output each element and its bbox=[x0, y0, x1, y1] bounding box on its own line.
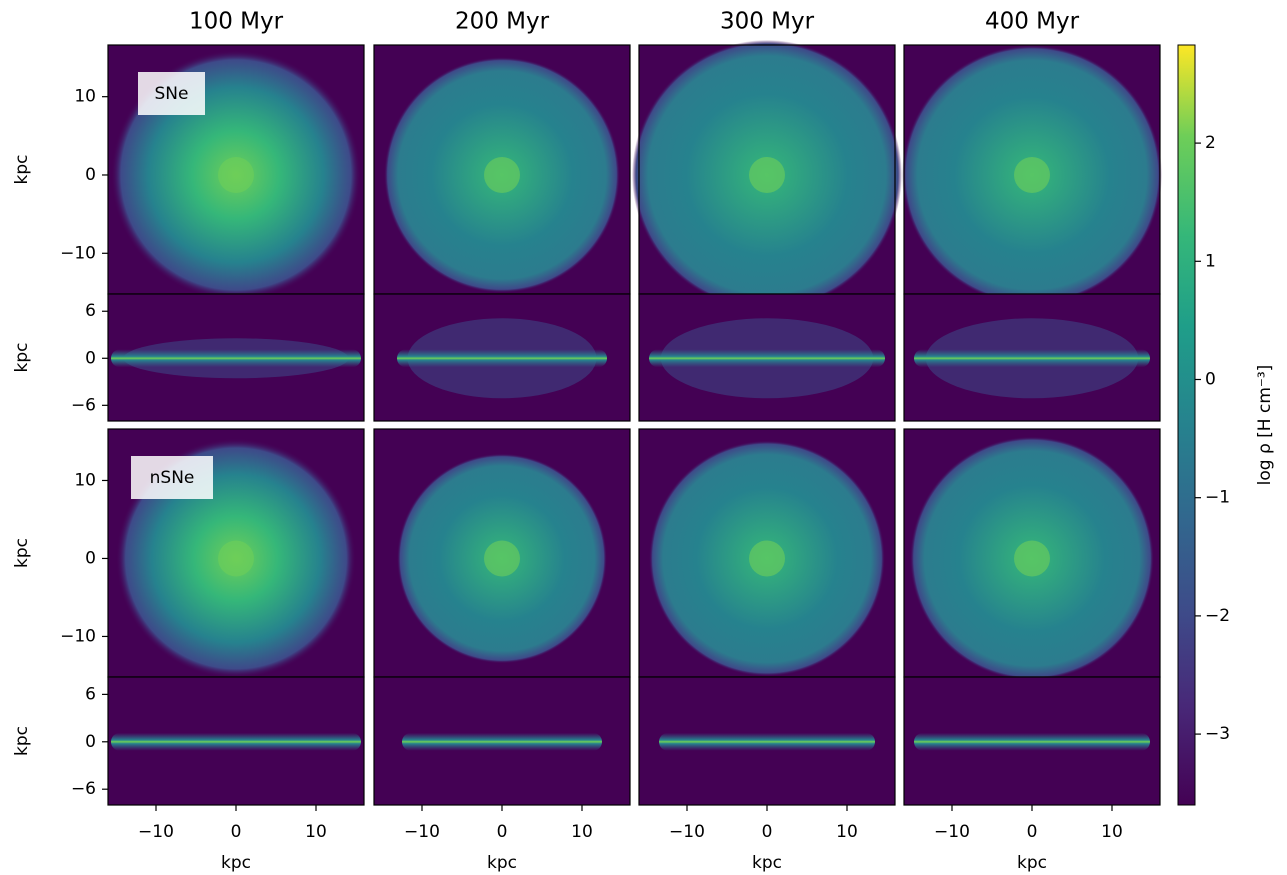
gas-layer bbox=[402, 733, 602, 751]
colorbar-tick-label: −3 bbox=[1205, 724, 1230, 744]
y-tick-label: 10 bbox=[74, 87, 96, 107]
disc-core bbox=[484, 157, 520, 193]
y-tick-label: 0 bbox=[85, 732, 96, 752]
column-title: 300 Myr bbox=[720, 9, 815, 35]
x-axis-label: kpc bbox=[221, 853, 251, 873]
disc-core bbox=[1014, 540, 1050, 576]
y-tick-label: −10 bbox=[60, 243, 96, 263]
x-axis-label: kpc bbox=[1017, 853, 1047, 873]
x-tick-label: −10 bbox=[138, 822, 174, 842]
gas-layer bbox=[914, 349, 1150, 367]
y-axis-label: kpc bbox=[12, 343, 32, 373]
disc-core bbox=[749, 157, 785, 193]
column-title: 100 Myr bbox=[189, 9, 284, 35]
y-tick-label: −10 bbox=[60, 626, 96, 646]
gas-layer bbox=[111, 349, 361, 367]
y-axis-label: kpc bbox=[12, 538, 32, 568]
x-tick-label: −10 bbox=[404, 822, 440, 842]
x-axis-label: kpc bbox=[487, 853, 517, 873]
y-tick-label: 0 bbox=[85, 165, 96, 185]
x-tick-label: 0 bbox=[497, 822, 508, 842]
x-tick-label: 10 bbox=[305, 822, 327, 842]
x-tick-label: 10 bbox=[1101, 822, 1123, 842]
disc-core bbox=[484, 540, 520, 576]
y-tick-label: 0 bbox=[85, 548, 96, 568]
column-title: 200 Myr bbox=[455, 9, 550, 35]
gas-layer bbox=[111, 733, 361, 751]
gas-layer bbox=[397, 349, 607, 367]
y-tick-label: 6 bbox=[85, 684, 96, 704]
y-tick-label: 6 bbox=[85, 301, 96, 321]
x-tick-label: −10 bbox=[934, 822, 970, 842]
y-tick-label: 0 bbox=[85, 348, 96, 368]
y-axis-label: kpc bbox=[12, 726, 32, 756]
figure: 100 Myr200 Myr300 Myr400 MyrSNe−10010kpc… bbox=[0, 0, 1287, 875]
x-tick-label: 0 bbox=[762, 822, 773, 842]
disc-core bbox=[1014, 157, 1050, 193]
disc-core bbox=[218, 157, 254, 193]
x-tick-label: −10 bbox=[669, 822, 705, 842]
colorbar-label: log ρ [H cm⁻³] bbox=[1255, 365, 1275, 486]
disc-core bbox=[218, 540, 254, 576]
y-tick-label: −6 bbox=[71, 395, 96, 415]
gas-layer bbox=[649, 349, 885, 367]
x-tick-label: 10 bbox=[571, 822, 593, 842]
colorbar bbox=[1178, 45, 1195, 805]
column-title: 400 Myr bbox=[985, 9, 1080, 35]
y-tick-label: 10 bbox=[74, 470, 96, 490]
colorbar-tick-label: 2 bbox=[1205, 133, 1216, 153]
row-label: nSNe bbox=[150, 468, 195, 488]
y-tick-label: −6 bbox=[71, 779, 96, 799]
colorbar-tick-label: 0 bbox=[1205, 369, 1216, 389]
x-tick-label: 0 bbox=[1027, 822, 1038, 842]
x-axis-label: kpc bbox=[752, 853, 782, 873]
gas-layer bbox=[914, 733, 1150, 751]
row-label: SNe bbox=[155, 84, 189, 104]
y-axis-label: kpc bbox=[12, 155, 32, 185]
disc-core bbox=[749, 540, 785, 576]
colorbar-tick-label: −2 bbox=[1205, 606, 1230, 626]
x-tick-label: 0 bbox=[231, 822, 242, 842]
colorbar-tick-label: 1 bbox=[1205, 251, 1216, 271]
x-tick-label: 10 bbox=[836, 822, 858, 842]
colorbar-tick-label: −1 bbox=[1205, 488, 1230, 508]
gas-layer bbox=[659, 733, 875, 751]
